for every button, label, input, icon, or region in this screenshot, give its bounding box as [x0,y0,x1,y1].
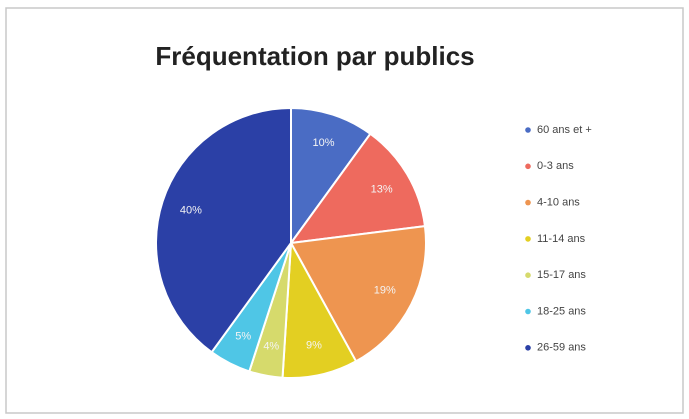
legend-label: 15-17 ans [537,269,586,281]
pie-slice [155,106,292,354]
legend-label: 26-59 ans [537,342,586,354]
legend-label: 11-14 ans [537,233,586,245]
pie-slice [289,224,427,363]
data-label: 5% [235,331,251,343]
data-label: 4% [263,340,279,352]
legend-label: 0-3 ans [537,160,574,172]
legend-swatch [525,345,531,351]
legend-swatch [525,272,531,279]
data-label: 10% [313,137,335,149]
pie-slice [290,106,372,247]
legend-swatch [525,199,531,206]
legend-label: 18-25 ans [537,305,586,317]
data-label: 19% [374,285,396,297]
legend-label: 60 ans et + [537,124,592,136]
pie-slice [288,132,427,245]
legend-swatch [525,163,531,170]
data-label: 13% [371,183,393,195]
data-label: 40% [180,204,202,216]
legend-swatch [525,308,531,315]
chart-title: Fréquentation par publics [155,41,474,71]
legend-swatch [525,236,531,242]
data-label: 9% [306,340,322,352]
legend-label: 4-10 ans [537,197,580,209]
legend-swatch [525,127,531,133]
